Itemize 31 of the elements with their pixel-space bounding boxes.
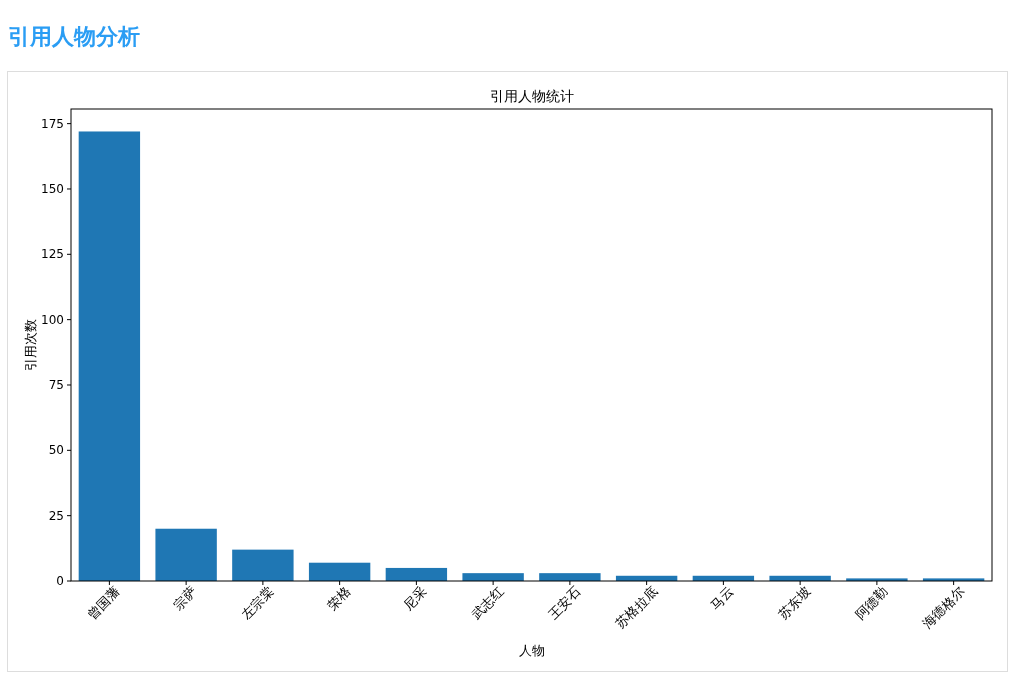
y-tick-label: 175 [41, 116, 64, 131]
bar [462, 573, 524, 581]
bar [385, 567, 448, 581]
bar [539, 573, 601, 581]
y-tick-label: 75 [48, 377, 64, 392]
x-axis-title: 人物 [518, 643, 545, 658]
chart-subtitle: 引用人物统计 [489, 88, 574, 104]
x-tick-label: 苏东坡 [775, 583, 814, 622]
y-tick-label: 25 [48, 508, 64, 523]
y-tick-label: 50 [48, 443, 64, 458]
x-tick-label: 海德格尔 [919, 583, 968, 632]
x-tick-label: 左宗棠 [238, 583, 277, 622]
y-tick-label: 125 [41, 247, 64, 262]
x-tick-label: 荣格 [324, 583, 354, 613]
x-tick-label: 王安石 [545, 583, 584, 622]
x-tick-label: 苏格拉底 [612, 583, 661, 632]
x-tick-label: 曾国藩 [84, 583, 123, 622]
y-tick-label: 150 [41, 181, 64, 196]
bar [155, 528, 217, 581]
chart-title: 引用人物分析 [8, 24, 140, 49]
x-tick-label: 宗萨 [170, 583, 200, 613]
bar [232, 549, 294, 581]
y-tick-label: 0 [56, 574, 64, 588]
x-tick-label: 马云 [707, 583, 737, 613]
x-tick-label: 阿德勒 [852, 583, 891, 622]
bar [308, 562, 371, 581]
y-axis-title: 引用次数 [23, 319, 38, 371]
x-tick-label: 尼采 [400, 583, 430, 613]
x-tick-label: 武志红 [468, 583, 507, 622]
bar [78, 131, 141, 581]
y-tick-label: 100 [41, 312, 64, 327]
